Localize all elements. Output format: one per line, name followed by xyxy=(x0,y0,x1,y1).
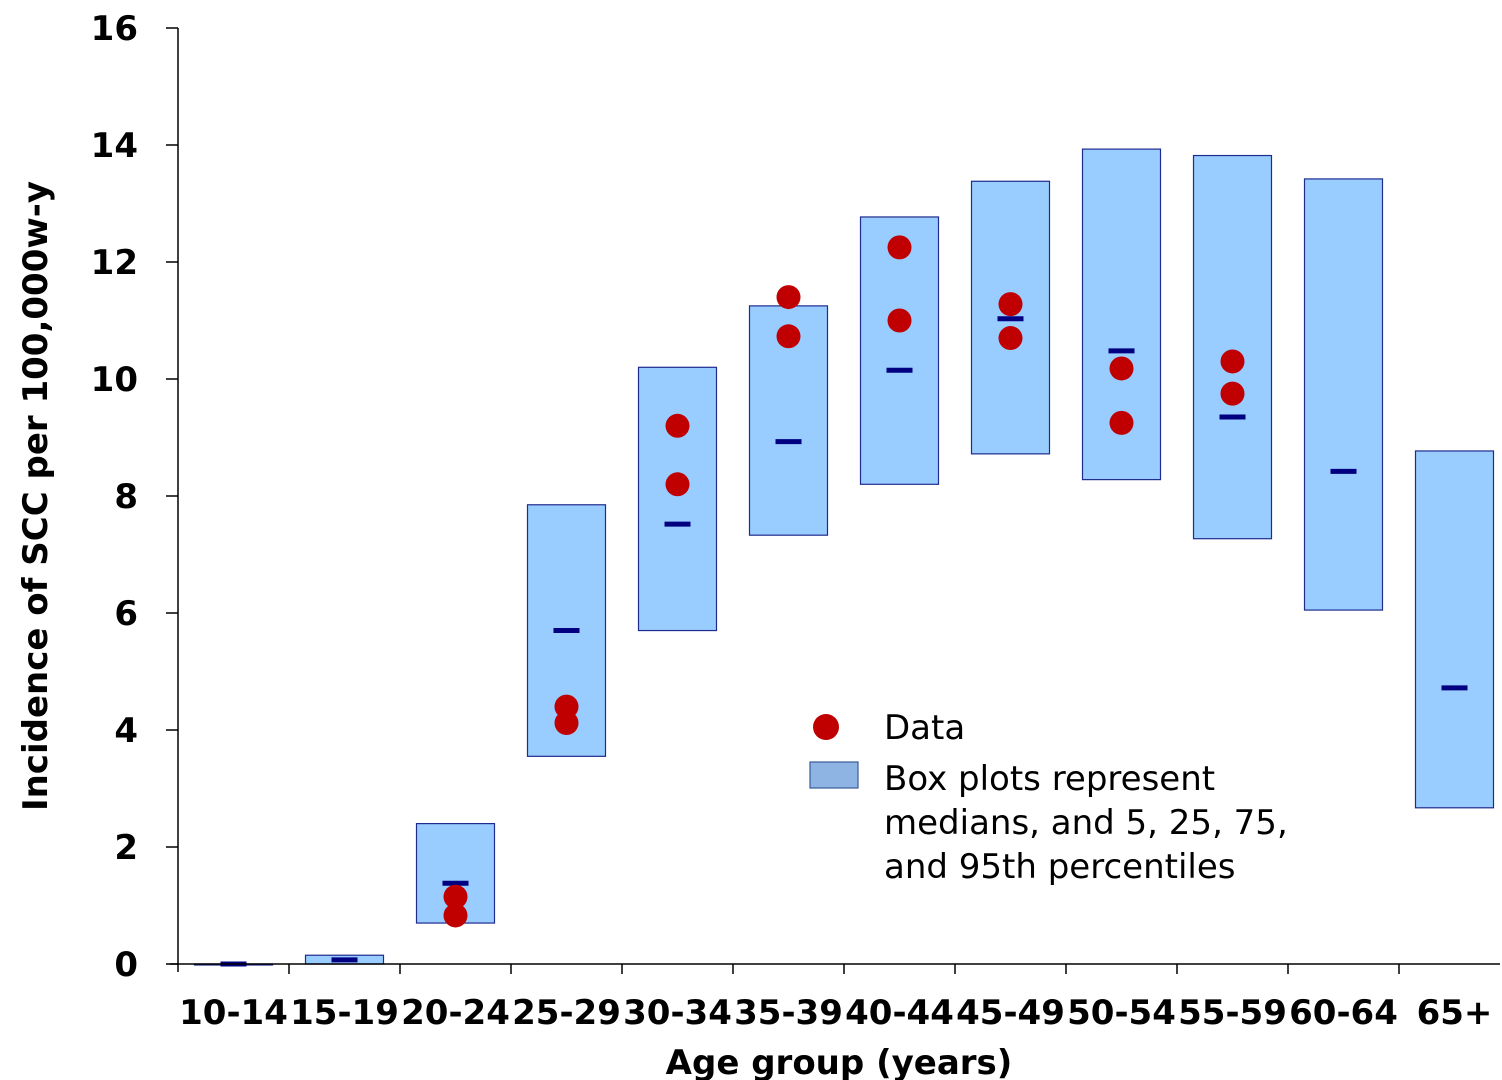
x-ticks: 10-14 15-19 20-24 25-29 30-34 35-39 40-44 45-49… xyxy=(179,964,1492,1033)
y-tick-label: 14 xyxy=(91,126,138,166)
box xyxy=(1303,178,1384,611)
y-tick-label: 2 xyxy=(114,828,138,868)
y-tick-label: 12 xyxy=(91,243,138,283)
x-axis-title: Age group (years) xyxy=(666,1043,1013,1080)
box xyxy=(970,180,1051,455)
legend-box-label-line: medians, and 5, 25, 75, xyxy=(884,803,1288,843)
y-tick-label: 8 xyxy=(114,477,138,517)
legend-box-label-line: Box plots represent xyxy=(884,759,1215,799)
medians-layer xyxy=(220,316,1468,967)
x-tick-label: 60-64 xyxy=(1289,993,1398,1033)
legend-box-label-line: and 95th percentiles xyxy=(884,847,1235,887)
data-point xyxy=(887,235,912,260)
x-tick-label: 10-14 xyxy=(179,993,288,1033)
data-point xyxy=(1220,349,1245,374)
x-tick-label: 40-44 xyxy=(845,993,954,1033)
legend-data-marker xyxy=(813,714,839,740)
data-point xyxy=(665,413,690,438)
x-tick-label: 65+ xyxy=(1417,993,1493,1033)
x-tick-label: 55-59 xyxy=(1178,993,1287,1033)
x-tick-label: 15-19 xyxy=(290,993,399,1033)
data-point xyxy=(443,903,468,928)
boxes-layer xyxy=(193,148,1495,966)
box xyxy=(637,366,718,632)
y-tick-label: 6 xyxy=(114,594,138,634)
data-point xyxy=(998,326,1023,351)
legend-data-label: Data xyxy=(884,708,965,748)
legend: Data Box plots represent medians, and 5,… xyxy=(809,708,1288,887)
y-ticks: 0 2 4 6 8 10 12 14 16 xyxy=(91,9,178,985)
y-tick-label: 0 xyxy=(114,945,138,985)
data-point xyxy=(554,710,579,735)
x-tick-label: 30-34 xyxy=(623,993,732,1033)
box xyxy=(859,216,940,485)
y-tick-label: 10 xyxy=(91,360,138,400)
x-tick-label: 25-29 xyxy=(512,993,621,1033)
data-point xyxy=(998,292,1023,317)
data-point xyxy=(1109,356,1134,381)
data-point xyxy=(887,308,912,333)
data-point xyxy=(443,884,468,909)
x-tick-label: 45-49 xyxy=(956,993,1065,1033)
data-point xyxy=(665,472,690,497)
axes-layer xyxy=(170,28,1500,972)
x-tick-label: 50-54 xyxy=(1067,993,1176,1033)
x-tick-label: 35-39 xyxy=(734,993,843,1033)
points-layer xyxy=(443,235,1245,928)
y-tick-label: 4 xyxy=(114,711,138,751)
data-point xyxy=(776,285,801,310)
y-tick-label: 16 xyxy=(91,9,138,49)
data-point xyxy=(776,324,801,349)
legend-box-marker xyxy=(809,761,859,789)
x-tick-label: 20-24 xyxy=(401,993,510,1033)
y-axis-title: Incidence of SCC per 100,000w-y xyxy=(16,181,56,811)
box xyxy=(1192,154,1273,540)
data-point xyxy=(1220,381,1245,406)
data-point xyxy=(1109,410,1134,435)
box xyxy=(1414,450,1495,809)
